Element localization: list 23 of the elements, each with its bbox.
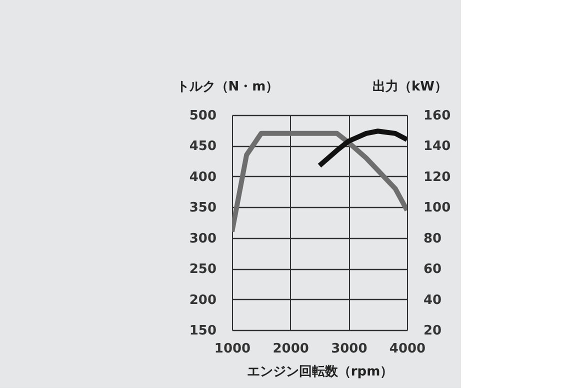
y2-tick-label: 120 [424, 170, 451, 185]
y2-tick-label: 160 [424, 108, 451, 124]
y-tick-label: 400 [189, 170, 216, 185]
y-tick-label: 200 [189, 292, 216, 308]
x-tick-label: 3000 [331, 342, 368, 356]
y-tick-label: 250 [189, 262, 216, 278]
x-axis-title: エンジン回転数（rpm） [246, 364, 394, 380]
x-tick-label: 4000 [389, 342, 426, 356]
y-tick-label: 450 [189, 139, 216, 154]
y2-tick-label: 100 [424, 200, 451, 216]
x-tick-label: 1000 [214, 342, 251, 356]
y-axis-title: トルク（N・m） [176, 80, 279, 94]
y-tick-label: 500 [189, 108, 216, 124]
y2-tick-label: 80 [424, 231, 442, 246]
y-tick-label: 150 [189, 324, 216, 338]
y-tick-label: 300 [189, 231, 216, 246]
y2-tick-label: 20 [424, 324, 442, 338]
y-tick-label: 350 [189, 200, 216, 216]
y2-axis-title: 出力（kW） [372, 80, 448, 94]
y2-tick-label: 40 [424, 292, 442, 308]
y2-tick-label: 140 [424, 139, 451, 154]
y2-tick-label: 60 [424, 262, 442, 278]
x-tick-label: 2000 [272, 342, 309, 356]
